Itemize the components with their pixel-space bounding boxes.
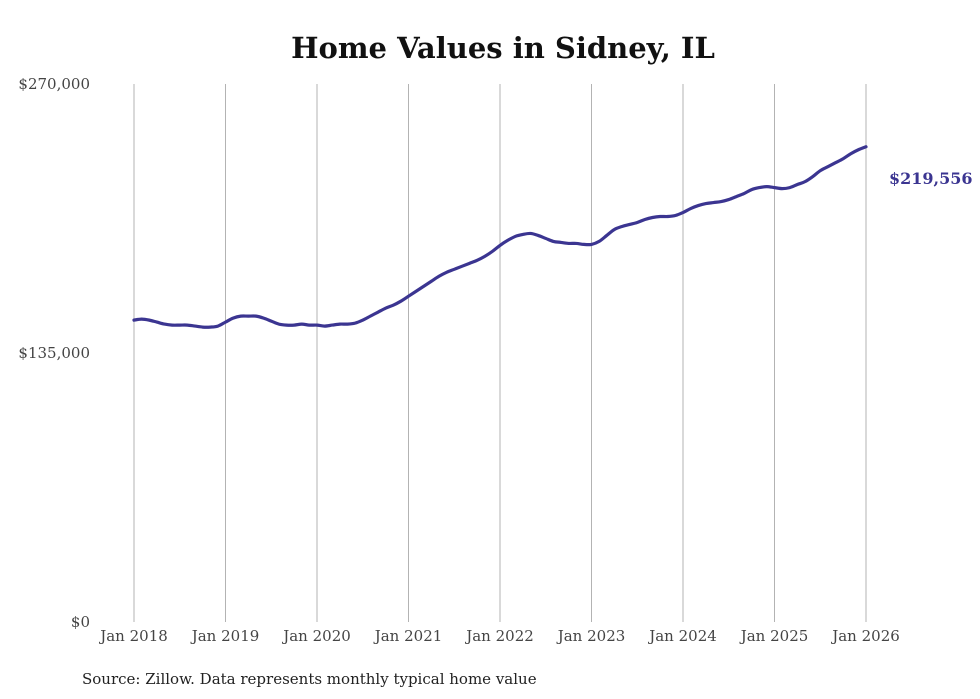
- y-axis-ticks: $0 $135,000 $270,000: [18, 75, 90, 631]
- gridlines: [133, 84, 867, 622]
- series-layer: [132, 145, 868, 329]
- x-tick-label: Jan 2025: [739, 627, 809, 645]
- x-tick-label: Jan 2018: [98, 627, 168, 645]
- x-axis-ticks: Jan 2018 Jan 2019 Jan 2020 Jan 2021 Jan 2022…: [98, 627, 900, 645]
- y-tick-label: $0: [71, 613, 90, 631]
- x-tick-label: Jan 2020: [281, 627, 351, 645]
- x-tick-label: Jan 2023: [556, 627, 626, 645]
- y-tick-label: $135,000: [18, 344, 90, 362]
- series-line: [132, 145, 868, 329]
- end-value-label: $219,556: [889, 169, 973, 188]
- x-tick-label: Jan 2026: [830, 627, 900, 645]
- x-tick-label: Jan 2019: [190, 627, 260, 645]
- chart-title: Home Values in Sidney, IL: [291, 31, 715, 65]
- x-tick-label: Jan 2022: [464, 627, 534, 645]
- x-tick-label: Jan 2021: [373, 627, 443, 645]
- x-tick-label: Jan 2024: [647, 627, 717, 645]
- y-tick-label: $270,000: [18, 75, 90, 93]
- source-note: Source: Zillow. Data represents monthly …: [82, 670, 537, 688]
